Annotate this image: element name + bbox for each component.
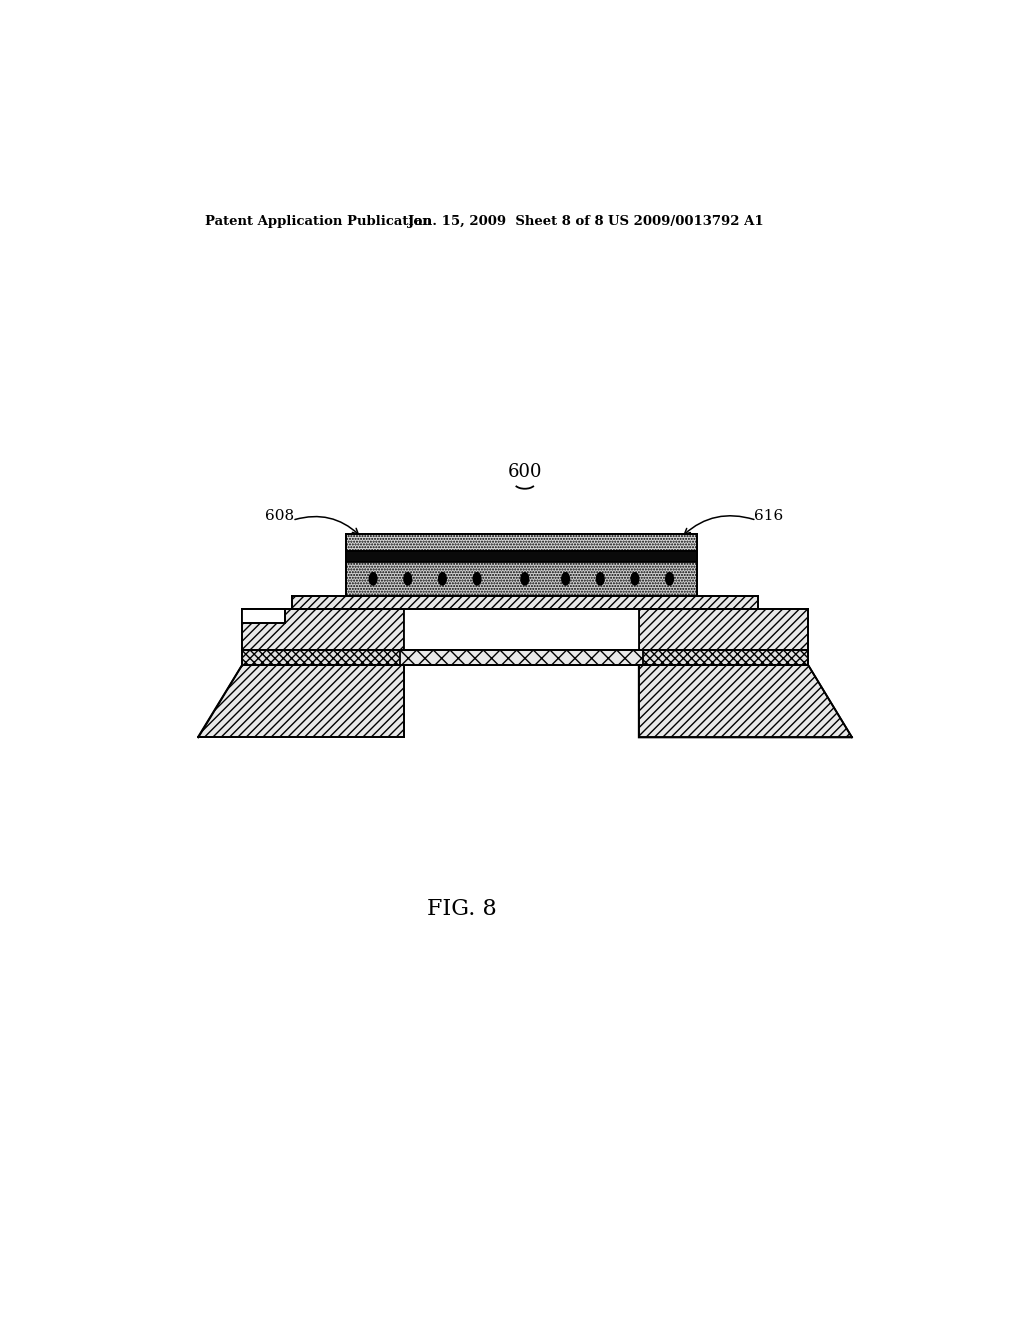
Ellipse shape xyxy=(370,573,377,585)
Ellipse shape xyxy=(521,573,528,585)
Bar xyxy=(403,609,639,649)
Bar xyxy=(346,552,696,562)
Ellipse shape xyxy=(666,573,674,585)
Polygon shape xyxy=(639,665,852,738)
Text: Jan. 15, 2009  Sheet 8 of 8: Jan. 15, 2009 Sheet 8 of 8 xyxy=(408,215,603,228)
Ellipse shape xyxy=(473,573,481,585)
Ellipse shape xyxy=(438,573,446,585)
Bar xyxy=(346,535,696,552)
Bar xyxy=(400,649,643,665)
Text: US 2009/0013792 A1: US 2009/0013792 A1 xyxy=(608,215,764,228)
Bar xyxy=(243,649,808,665)
Polygon shape xyxy=(199,665,403,738)
Text: FIG. 8: FIG. 8 xyxy=(427,898,497,920)
Bar xyxy=(292,595,758,609)
Ellipse shape xyxy=(631,573,639,585)
Text: 616: 616 xyxy=(755,510,783,524)
Ellipse shape xyxy=(596,573,604,585)
Ellipse shape xyxy=(562,573,569,585)
Ellipse shape xyxy=(403,573,412,585)
Text: Patent Application Publication: Patent Application Publication xyxy=(205,215,432,228)
Text: 608: 608 xyxy=(265,510,295,524)
Bar xyxy=(346,562,696,595)
Bar xyxy=(243,609,403,649)
Text: 600: 600 xyxy=(508,463,542,480)
Bar xyxy=(639,609,808,649)
Bar xyxy=(243,609,285,623)
